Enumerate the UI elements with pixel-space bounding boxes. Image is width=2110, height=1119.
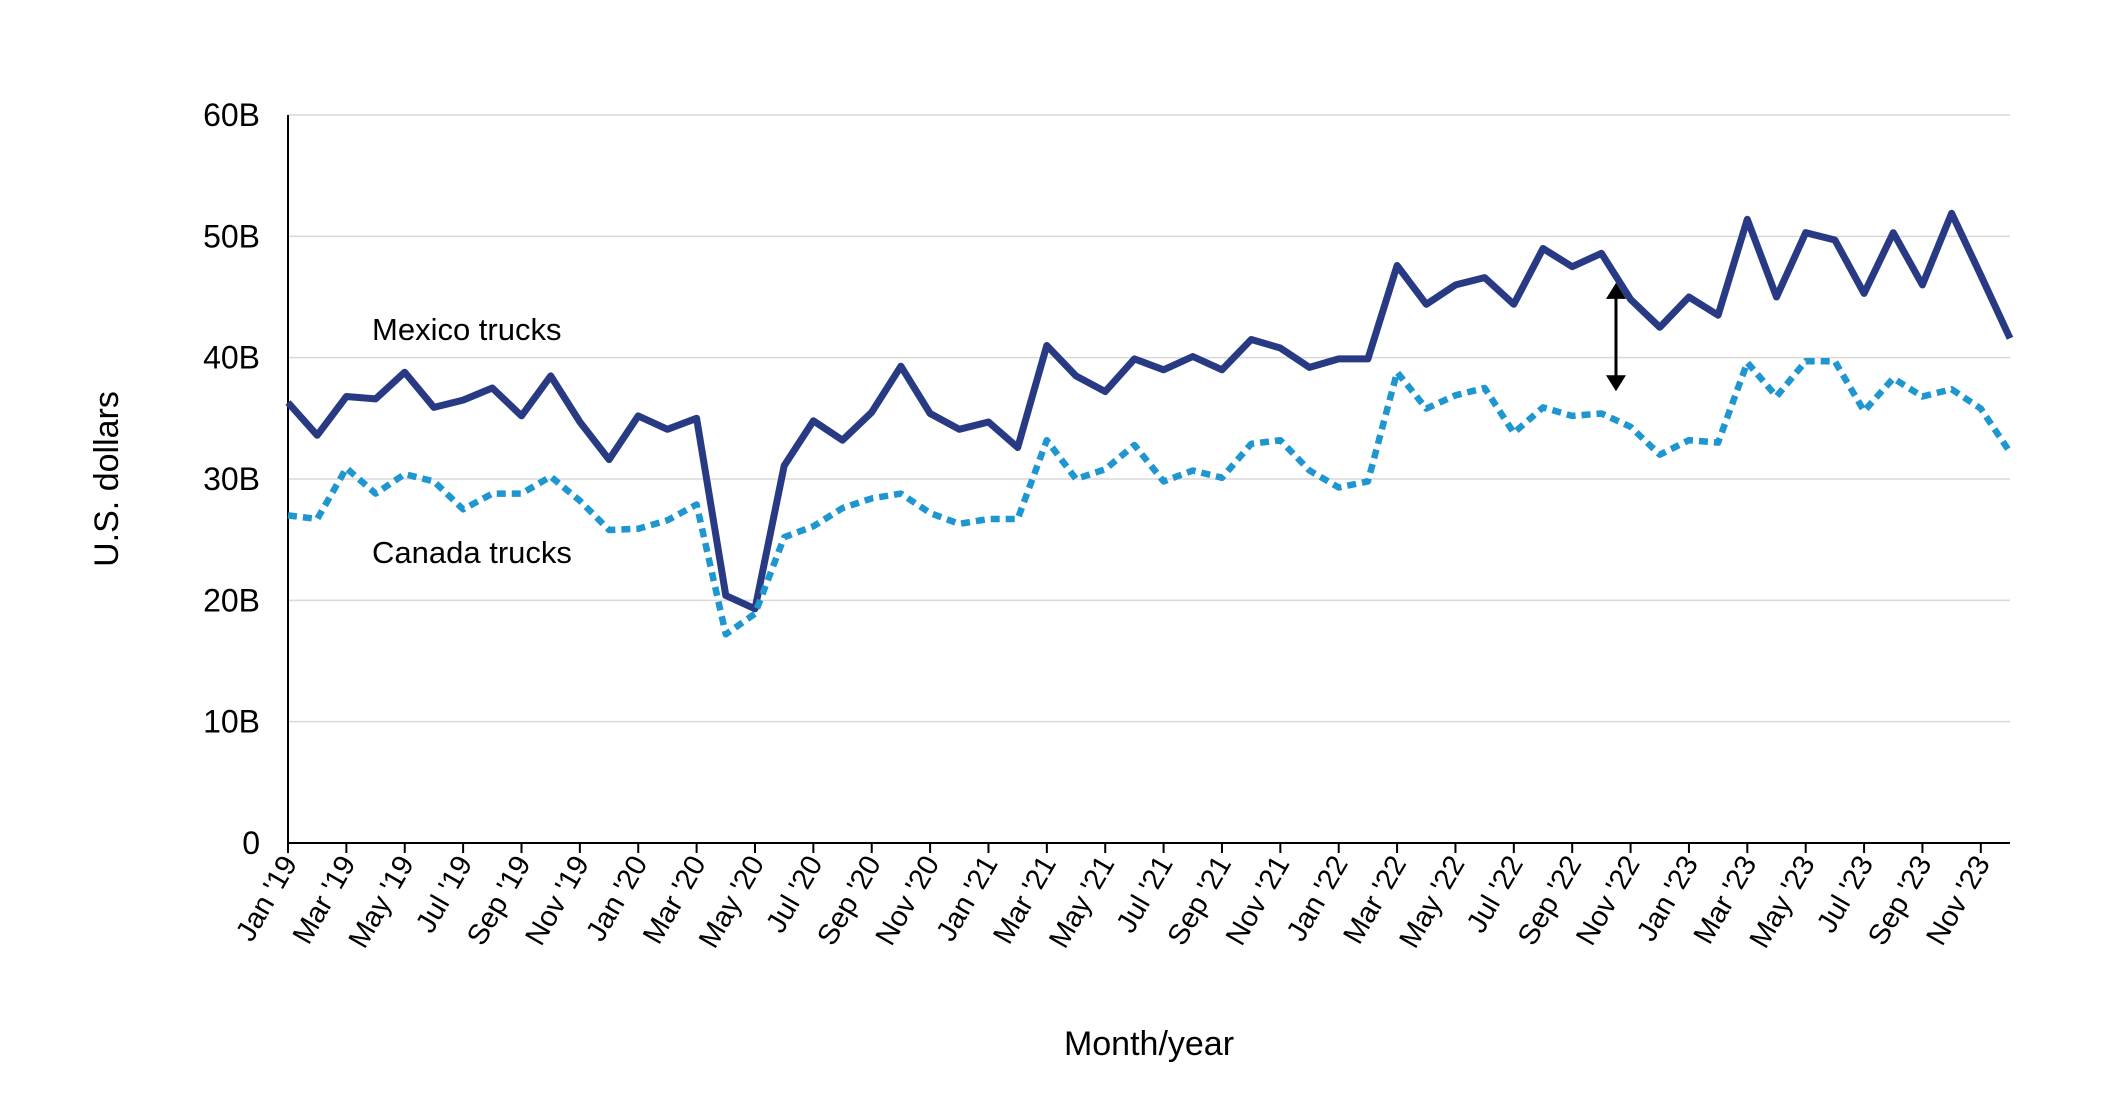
y-tick-label: 0 bbox=[242, 825, 260, 861]
series-line-mexico-trucks bbox=[285, 209, 2014, 613]
y-axis-title: U.S. dollars bbox=[88, 391, 126, 567]
arrow-head-down bbox=[1605, 375, 1626, 392]
series-line-canada-trucks bbox=[287, 358, 2013, 638]
gap-double-arrow bbox=[1605, 282, 1626, 392]
y-tick-label: 50B bbox=[203, 218, 260, 254]
series-lines bbox=[285, 209, 2014, 638]
y-tick-label: 30B bbox=[203, 461, 260, 497]
series-label-mexico-trucks: Mexico trucks bbox=[372, 312, 561, 347]
arrow-head-up bbox=[1605, 282, 1626, 299]
y-tick-label: 20B bbox=[203, 582, 260, 618]
y-tick-label: 60B bbox=[203, 97, 260, 133]
y-axis-ticks: 0 10B 20B 30B 40B 50B 60B bbox=[203, 97, 260, 861]
gridlines bbox=[288, 114, 2010, 723]
x-axis-title: Month/year bbox=[1064, 1025, 1234, 1063]
y-tick-label: 10B bbox=[203, 704, 260, 740]
y-tick-label: 40B bbox=[203, 340, 260, 376]
axes bbox=[287, 115, 2010, 844]
annotations bbox=[1605, 282, 1626, 392]
series-label-canada-trucks: Canada trucks bbox=[372, 535, 572, 570]
